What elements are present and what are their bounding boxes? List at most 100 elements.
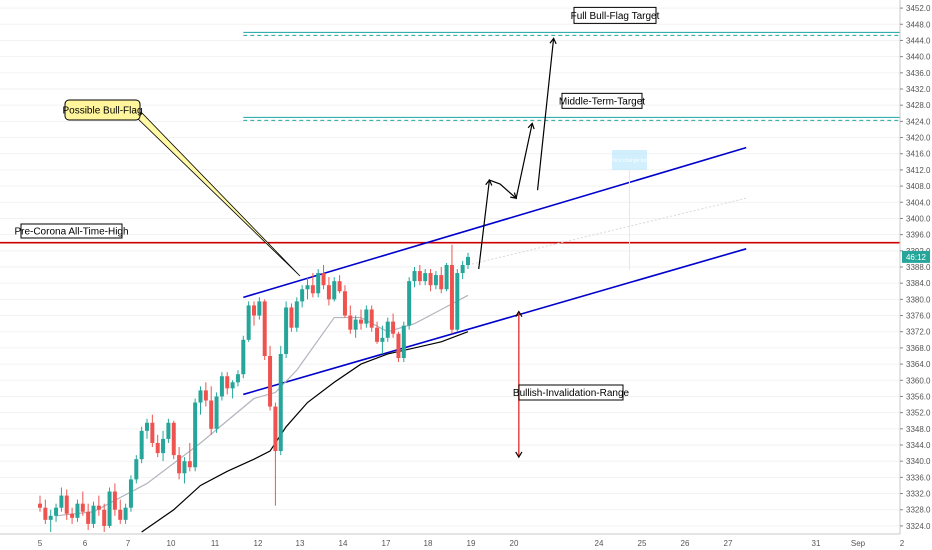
candle-body (455, 273, 460, 330)
candle-body (54, 507, 59, 516)
projection-path (478, 123, 533, 270)
x-tick-label: 25 (638, 539, 647, 548)
y-axis[interactable]: 3452.0 3448.0 3444.0 3440.0 3436.0 3432.0 3428… (899, 0, 932, 550)
x-tick-label: 26 (681, 539, 690, 548)
y-tick-label: 3372.0 (906, 328, 931, 337)
candle-body (428, 273, 433, 286)
current-price-badge[interactable] (902, 250, 930, 263)
y-tick-label: 3388.0 (906, 263, 931, 272)
channel-upper-line (243, 146, 747, 299)
x-tick-label: 14 (339, 539, 348, 548)
candle-body (241, 339, 246, 375)
y-tick-label: 3404.0 (906, 198, 931, 207)
candle-body (118, 509, 123, 520)
candle-body (359, 319, 363, 324)
level-lines (0, 31, 907, 244)
y-tick-label: 3436.0 (906, 69, 931, 78)
candle-body (70, 513, 75, 518)
candle-body (300, 289, 305, 302)
bull-flag-callout[interactable] (64, 99, 141, 121)
candle-body (139, 430, 144, 460)
candle-body (321, 273, 326, 286)
candle-body (364, 309, 369, 324)
x-tick-label: 11 (211, 539, 220, 548)
candle-body (391, 321, 396, 334)
x-tick-label: 18 (424, 539, 433, 548)
candle-body (219, 376, 224, 397)
candle-body (375, 327, 380, 342)
x-tick-label: 20 (510, 539, 519, 548)
candle-body (75, 503, 80, 518)
candle-body (80, 503, 85, 512)
candle-body (193, 402, 198, 468)
y-tick-label: 3340.0 (906, 457, 931, 466)
y-tick-label: 3352.0 (906, 409, 931, 418)
candle-body (252, 305, 256, 316)
arrowhead (485, 178, 493, 186)
sma-fast-line (55, 294, 469, 517)
candle-body (316, 273, 321, 294)
candle-body (59, 495, 64, 508)
annotations[interactable]: Possible Bull-Flag Pre-Corona All-Time-Hi… (14, 6, 660, 459)
candle-body (412, 271, 417, 282)
x-tick-label: 10 (167, 539, 176, 548)
candle-body (214, 396, 219, 429)
invalidation-arrowhead-top (515, 310, 523, 317)
x-tick-label: 2 (900, 539, 905, 548)
invalidation-label: Bullish-Invalidation-Range (513, 388, 630, 399)
sma-lines (55, 294, 469, 533)
candle-body (433, 275, 438, 286)
y-tick-label: 3324.0 (906, 522, 931, 531)
y-tick-label: 3444.0 (906, 36, 931, 45)
candle-body (150, 422, 155, 443)
candle-body (439, 275, 444, 290)
x-tick-label: Sep (851, 539, 866, 548)
y-tick-label: 3428.0 (906, 101, 931, 110)
y-tick-label: 3332.0 (906, 490, 931, 499)
candle-body (161, 438, 166, 454)
candle-body (369, 309, 374, 328)
candle-body (262, 301, 267, 356)
invalidation-callout[interactable] (518, 384, 624, 401)
candle-body (128, 479, 133, 508)
channel (243, 146, 747, 396)
candle-body (353, 319, 358, 330)
candle-body (38, 503, 42, 508)
full-target-callout[interactable] (573, 6, 657, 24)
candle-body (407, 281, 412, 326)
resistance-label: Pre-Corona All-Time-High (14, 227, 128, 238)
candle-body (155, 442, 160, 454)
candle-body (102, 509, 107, 526)
y-tick-label: 3348.0 (906, 425, 931, 434)
middle-target-callout[interactable] (561, 92, 643, 109)
middle-target-label: Middle-Term-Target (559, 96, 645, 107)
y-tick-label: 3376.0 (906, 312, 931, 321)
candle-body (380, 337, 385, 342)
candle-body (177, 455, 182, 474)
invalidation-arrowhead-bottom (515, 451, 523, 459)
candle-body (86, 511, 91, 524)
candle-body (337, 281, 342, 292)
candle-body (64, 495, 69, 514)
candle-body (107, 491, 112, 526)
candle-body (91, 505, 96, 524)
y-tick-label: 3440.0 (906, 53, 931, 62)
x-tick-label: 5 (38, 539, 43, 548)
candle-body (230, 382, 235, 389)
sma-slow-line (141, 331, 469, 533)
y-tick-label: 3396.0 (906, 231, 931, 240)
candle-body (134, 459, 139, 480)
channel-projection-line (467, 197, 747, 266)
candle-body (43, 507, 48, 520)
x-axis[interactable]: 5 6 7 10 11 12 13 14 17 18 19 20 24 25 26 27 31 Sep 2 (0, 533, 905, 548)
candle-body (182, 461, 187, 474)
resistance-callout[interactable] (20, 223, 123, 239)
candle-body (187, 461, 192, 468)
y-axis-bg (900, 0, 932, 550)
candle-body (326, 285, 331, 300)
y-tick-label: 3328.0 (906, 506, 931, 515)
y-tick-label: 3336.0 (906, 473, 931, 482)
candle-body (342, 291, 347, 316)
y-tick-label: 3400.0 (906, 214, 931, 223)
